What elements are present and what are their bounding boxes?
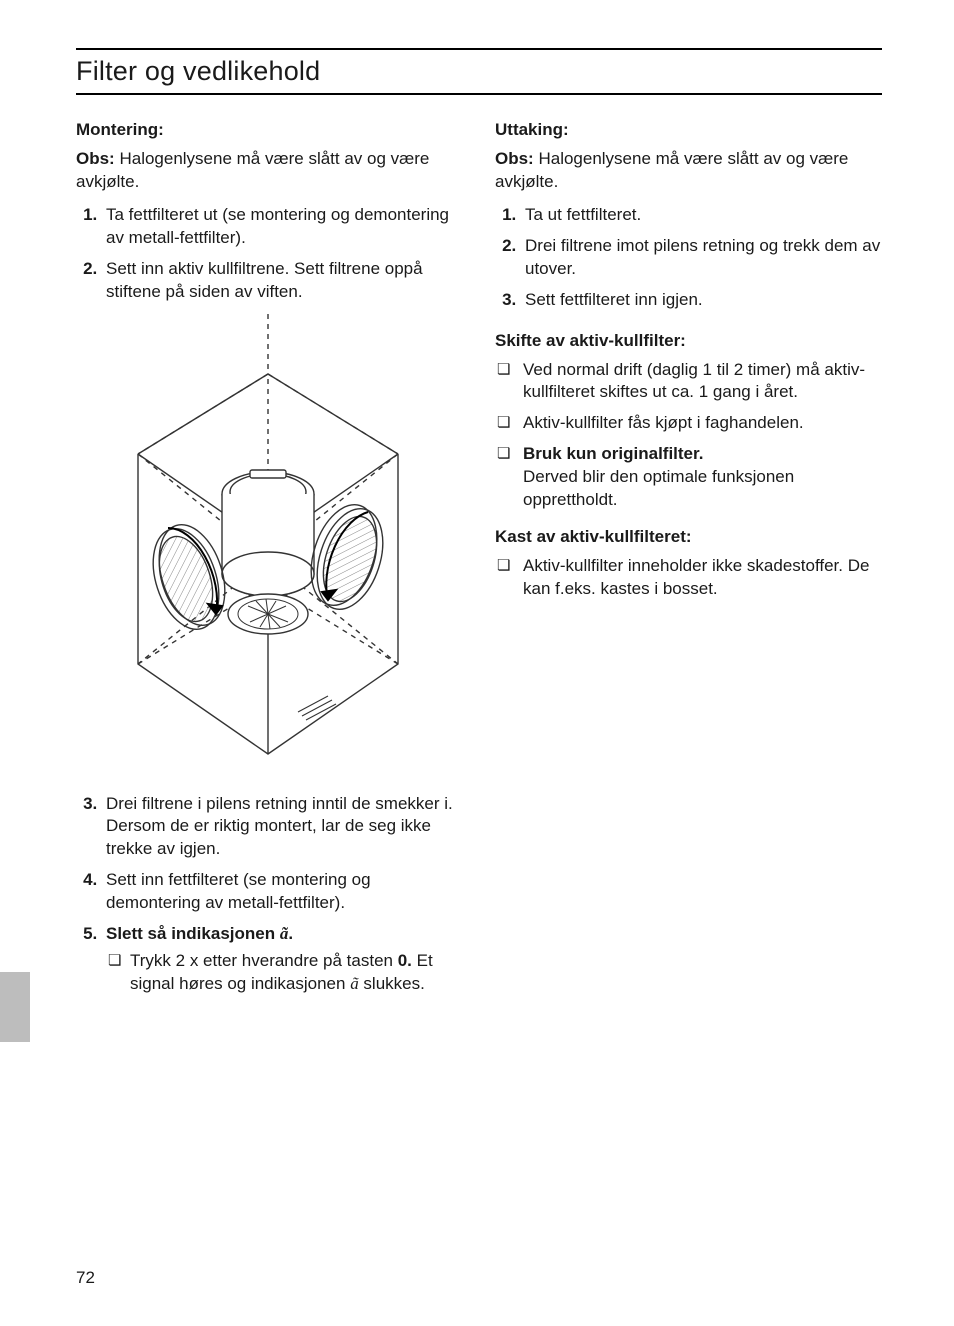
item5-pre: Slett så indikasjonen xyxy=(106,924,280,943)
bullet-tail: Derved blir den optimale funksjonen oppr… xyxy=(523,467,794,509)
list-item: Slett så indikasjonen ã. Trykk 2 x etter… xyxy=(102,923,463,996)
list-item: Bruk kun originalfilter. Derved blir den… xyxy=(495,443,882,512)
rule-bottom xyxy=(76,93,882,95)
list-montering-b: Drei filtrene i pilens retning inntil de… xyxy=(76,793,463,997)
obs-right: Obs: Halogenlysene må være slått av og v… xyxy=(495,148,882,194)
list-item: Ta ut fettfilteret. xyxy=(521,204,882,227)
list-item: Sett fettfilteret inn igjen. xyxy=(521,289,882,312)
list-montering-a: Ta fettfilteret ut (se montering og demo… xyxy=(76,204,463,304)
item5-post: . xyxy=(288,924,293,943)
figure-filter-assembly xyxy=(98,314,463,781)
list-uttaking: Ta ut fettfilteret. Drei filtrene imot p… xyxy=(495,204,882,312)
list-kast: Aktiv-kullfilter inneholder ikke skadest… xyxy=(495,555,882,601)
page-title: Filter og vedlikehold xyxy=(76,56,882,93)
page-number: 72 xyxy=(76,1268,95,1288)
sub-pre: Trykk 2 x etter hverandre på tasten xyxy=(130,951,398,970)
heading-uttaking: Uttaking: xyxy=(495,119,882,142)
list-item: Aktiv-kullfilter inneholder ikke skadest… xyxy=(495,555,882,601)
bullet-bold: Bruk kun originalfilter. xyxy=(523,444,703,463)
heading-kast: Kast av aktiv-kullfilteret: xyxy=(495,526,882,549)
list-item: Ta fettfilteret ut (se montering og demo… xyxy=(102,204,463,250)
list-item: Sett inn fettfilteret (se montering og d… xyxy=(102,869,463,915)
left-column: Montering: Obs: Halogenlysene må være sl… xyxy=(76,117,463,1006)
sub-end: slukkes. xyxy=(359,974,425,993)
obs-label: Obs: xyxy=(495,149,534,168)
heading-montering: Montering: xyxy=(76,119,463,142)
list-item: Sett inn aktiv kullfiltrene. Sett filtre… xyxy=(102,258,463,304)
heading-skifte: Skifte av aktiv-kullfilter: xyxy=(495,330,882,353)
page-side-tab xyxy=(0,972,30,1042)
sublist-slett: Trykk 2 x etter hverandre på tasten 0. E… xyxy=(106,950,463,996)
obs-label: Obs: xyxy=(76,149,115,168)
obs-left: Obs: Halogenlysene må være slått av og v… xyxy=(76,148,463,194)
list-skifte: Ved normal drift (daglig 1 til 2 timer) … xyxy=(495,359,882,513)
list-item: Drei filtrene i pilens retning inntil de… xyxy=(102,793,463,862)
list-item: Ved normal drift (daglig 1 til 2 timer) … xyxy=(495,359,882,405)
obs-text: Halogenlysene må være slått av og være a… xyxy=(76,149,429,191)
sub-bold: 0. xyxy=(398,951,412,970)
list-item: Drei filtrene imot pilens retning og tre… xyxy=(521,235,882,281)
obs-text: Halogenlysene må være slått av og være a… xyxy=(495,149,848,191)
list-item: Trykk 2 x etter hverandre på tasten 0. E… xyxy=(106,950,463,996)
indicator-icon: ã xyxy=(350,974,359,993)
right-column: Uttaking: Obs: Halogenlysene må være slå… xyxy=(495,117,882,1006)
rule-top xyxy=(76,48,882,50)
list-item: Aktiv-kullfilter fås kjøpt i faghandelen… xyxy=(495,412,882,435)
